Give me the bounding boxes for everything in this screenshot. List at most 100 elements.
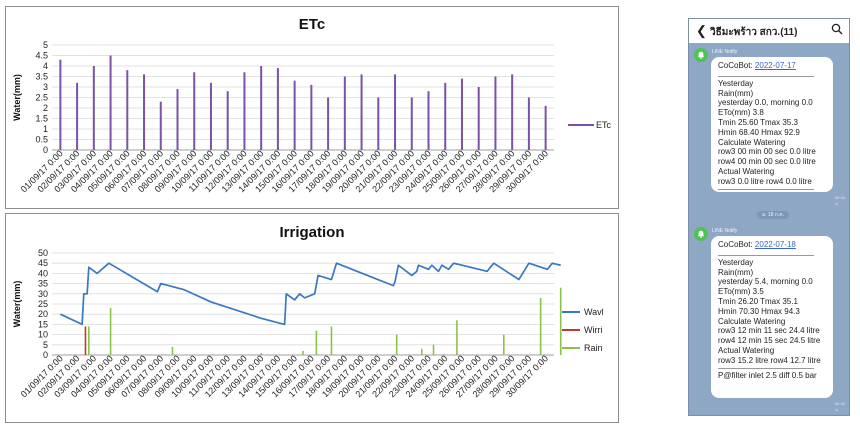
etc-chart: ETcWater(mm)00.511.522.533.544.5501/09/1… bbox=[12, 16, 612, 194]
message-line: yesterday 0.0, morning 0.0 bbox=[718, 98, 813, 108]
message-line: row3 0.0 litre row4 0.0 litre bbox=[718, 176, 812, 186]
y-tick-label: 50 bbox=[38, 248, 48, 258]
divider bbox=[718, 367, 814, 369]
etc-bar bbox=[209, 82, 212, 150]
irrigation-chart: IrrigationWater(mm)051015202530354045500… bbox=[12, 224, 604, 399]
message-line: row3 12 min 11 sec 24.4 litre bbox=[718, 326, 820, 336]
chart-title: Irrigation bbox=[279, 224, 344, 241]
wavl-line bbox=[60, 262, 561, 326]
y-tick-label: 30 bbox=[38, 289, 48, 299]
etc-bar bbox=[159, 101, 162, 150]
message-line: Hmin 68.40 Hmax 92.9 bbox=[718, 127, 800, 137]
etc-bar bbox=[76, 82, 79, 150]
y-tick-label: 3 bbox=[43, 82, 48, 92]
sender-name: LINE Notify bbox=[712, 49, 738, 55]
legend-label: Wirri bbox=[584, 325, 603, 335]
sender-name: LINE Notify bbox=[712, 228, 738, 234]
etc-bar bbox=[92, 66, 95, 150]
line-notify-avatar[interactable] bbox=[694, 227, 708, 241]
message-line: row4 12 min 15 sec 24.5 litre bbox=[718, 336, 821, 346]
etc-bar bbox=[394, 74, 397, 150]
y-tick-label: 0 bbox=[43, 145, 48, 155]
etc-bar bbox=[360, 74, 363, 150]
y-tick-label: 35 bbox=[38, 279, 48, 289]
divider bbox=[718, 188, 814, 190]
message-line: Calculate Watering bbox=[718, 316, 786, 326]
message-line: Tmin 26.20 Tmax 35.1 bbox=[718, 296, 798, 306]
message-line: Rain(mm) bbox=[718, 267, 754, 277]
y-tick-label: 5 bbox=[43, 340, 48, 350]
y-tick-label: 4.5 bbox=[35, 51, 48, 61]
message-bubble[interactable]: CoCoBot: 2022-07-18 Yesterday Rain(mm) y… bbox=[711, 236, 833, 398]
message-line: ETo(mm) 3.8 bbox=[718, 108, 764, 118]
date-separator: อ. 18 ก.ค. bbox=[757, 211, 789, 219]
etc-bar bbox=[176, 89, 179, 150]
etc-bar bbox=[310, 84, 313, 150]
legend-label: Rain bbox=[584, 343, 603, 353]
etc-bar bbox=[527, 97, 530, 150]
chat-title: วิธีมะพร้าว สกว.(11) bbox=[710, 27, 798, 38]
etc-bar bbox=[427, 91, 430, 150]
etc-bar bbox=[410, 97, 413, 150]
etc-bar bbox=[193, 72, 196, 150]
message-line: Yesterday bbox=[718, 78, 754, 88]
etc-bar bbox=[109, 55, 112, 150]
etc-bar bbox=[377, 97, 380, 150]
message-line: Actual Watering bbox=[718, 166, 775, 176]
bell-icon bbox=[697, 51, 705, 59]
y-tick-label: 20 bbox=[38, 309, 48, 319]
message-line: P@filter inlet 2.5 diff 0.5 bar bbox=[718, 370, 817, 380]
etc-bar bbox=[293, 80, 296, 150]
y-tick-label: 2 bbox=[43, 103, 48, 113]
irrigation-chart-panel: Irrigation Water(mm) 0 5 10 15 20 25 30 35 40 45 50 0… bbox=[5, 213, 619, 423]
etc-bar bbox=[126, 70, 129, 150]
bot-name: CoCoBot: bbox=[718, 240, 753, 249]
etc-bar bbox=[276, 68, 279, 150]
y-tick-label: 40 bbox=[38, 268, 48, 278]
message-line: Hmin 70.30 Hmax 94.3 bbox=[718, 306, 800, 316]
chat-header: ❮ วิธีมะพร้าว สกว.(11) bbox=[689, 19, 849, 43]
y-axis-label: Water(mm) bbox=[12, 74, 22, 121]
line-notify-avatar[interactable] bbox=[694, 48, 708, 62]
bot-header: CoCoBot: 2022-07-17 bbox=[718, 61, 828, 71]
y-tick-label: 0 bbox=[43, 350, 48, 360]
y-tick-label: 45 bbox=[38, 258, 48, 268]
etc-bar bbox=[511, 74, 514, 150]
bell-icon bbox=[697, 230, 705, 238]
etc-bar bbox=[226, 91, 229, 150]
y-tick-label: 5 bbox=[43, 40, 48, 50]
legend-label: ETc bbox=[596, 120, 612, 130]
message-time: 06:33 น. bbox=[835, 195, 846, 206]
message-line: yesterday 5.4, morning 0.0 bbox=[718, 277, 813, 287]
etc-bar bbox=[444, 82, 447, 150]
date-link[interactable]: 2022-07-18 bbox=[754, 240, 796, 249]
etc-bar bbox=[460, 78, 463, 150]
message-line: Tmin 25.60 Tmax 35.3 bbox=[718, 117, 798, 127]
message-line: row3 15.2 litre row4 12.7 litre bbox=[718, 355, 821, 365]
etc-chart-panel: ETc Water(mm) 0 0.5 1 1.5 2 2.5 3 3.5 4 4.5 5 01/09/1… bbox=[5, 6, 619, 209]
y-axis-label: Water(mm) bbox=[12, 281, 22, 328]
legend-label: Wavl bbox=[584, 307, 604, 317]
date-link[interactable]: 2022-07-17 bbox=[754, 61, 796, 70]
divider bbox=[718, 254, 814, 256]
etc-bar bbox=[544, 105, 547, 150]
y-tick-label: 3.5 bbox=[35, 72, 48, 82]
etc-bar bbox=[143, 74, 146, 150]
etc-bar bbox=[343, 76, 346, 150]
message-line: row4 00 min 00 sec 0.0 litre bbox=[718, 157, 816, 167]
message-bubble[interactable]: CoCoBot: 2022-07-17 Yesterday Rain(mm) y… bbox=[711, 57, 833, 192]
y-tick-label: 15 bbox=[38, 319, 48, 329]
message-time: 06:30 น. bbox=[835, 401, 846, 412]
y-tick-label: 1.5 bbox=[35, 114, 48, 124]
y-tick-label: 4 bbox=[43, 61, 48, 71]
y-tick-label: 10 bbox=[38, 330, 48, 340]
y-tick-label: 25 bbox=[38, 299, 48, 309]
etc-bar bbox=[494, 76, 497, 150]
etc-bar bbox=[260, 66, 263, 150]
search-icon[interactable] bbox=[831, 23, 843, 35]
bot-name: CoCoBot: bbox=[718, 61, 753, 70]
message-line: Calculate Watering bbox=[718, 137, 786, 147]
chevron-left-icon[interactable]: ❮ bbox=[696, 23, 707, 38]
line-chat-screenshot: ❮ วิธีมะพร้าว สกว.(11) LINE Notify CoCoB… bbox=[688, 18, 850, 416]
etc-bar bbox=[327, 97, 330, 150]
